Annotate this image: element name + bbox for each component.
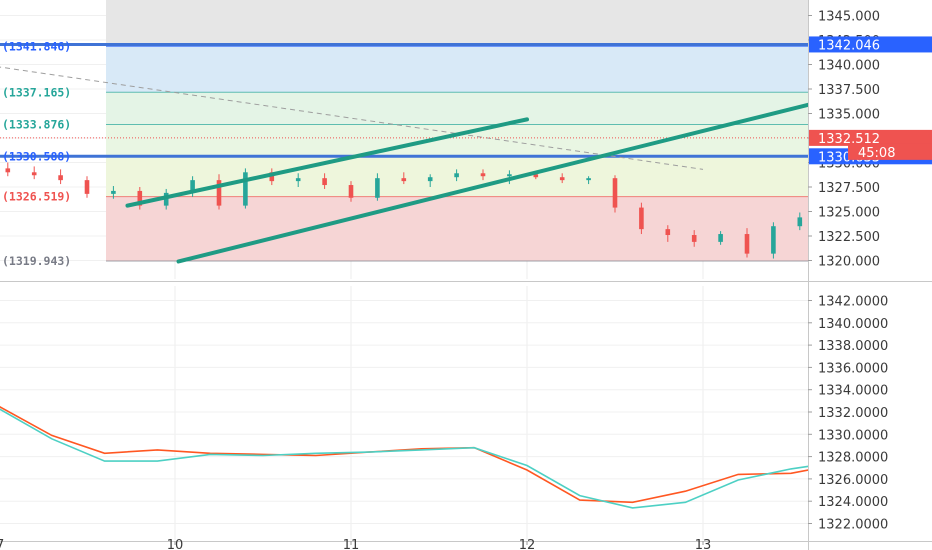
candle-body[interactable] [586,178,591,181]
candle-body[interactable] [322,178,327,186]
y-tick-label: 1322.500 [818,230,880,245]
candle-body[interactable] [771,226,776,254]
y-tick-label: 1325.000 [818,206,880,221]
candle-body[interactable] [665,229,671,236]
y-tick-label: 1342.0000 [818,295,888,310]
candle-body[interactable] [612,178,618,208]
x-tick-label: 10 [167,538,184,550]
candle-body[interactable] [533,174,539,178]
candle-body[interactable] [691,235,697,242]
x-tick-label: 12 [519,538,536,550]
candle-body[interactable] [454,173,459,178]
candle-body[interactable] [797,217,803,227]
oscillator-pane-background[interactable] [0,286,808,540]
y-tick-label: 1340.0000 [818,317,888,332]
countdown-label: 45:08 [858,146,895,161]
fib-level-label: (1333.876) [2,118,71,132]
x-tick-label: 7 [0,538,4,550]
fib-level-label: (1330.588) [2,150,71,164]
y-tick-label: 1336.0000 [818,361,888,376]
trendline[interactable] [125,117,529,208]
candle-body[interactable] [5,168,11,173]
y-tick-label: 1320.000 [818,255,880,270]
candle-body[interactable] [348,185,354,198]
price-axis-panel[interactable] [808,0,932,550]
fib-zone [106,124,808,157]
candle-body[interactable] [31,172,37,176]
y-tick-label: 1326.0000 [818,473,888,488]
oscillator-line [0,408,932,509]
y-tick-label: 1345.000 [818,10,880,25]
countdown-tag [848,143,932,160]
y-tick-label: 1332.0000 [818,406,888,421]
y-tick-label: 1324.0000 [818,495,888,510]
y-tick-label: 1328.0000 [818,451,888,466]
y-tick-label: 1330.0000 [818,428,888,443]
y-tick-label: 1340.000 [818,59,880,74]
y-tick-label: 1337.500 [818,83,880,98]
candle-body[interactable] [375,178,380,198]
price-tag-label: 1332.512 [818,132,880,147]
candle-body[interactable] [84,180,90,194]
fib-level-label: (1319.943) [2,254,71,268]
oscillator-line [0,406,932,504]
x-tick-label: 13 [695,538,712,550]
candle-body[interactable] [137,190,143,206]
price-tag-label: 1342.046 [818,38,880,53]
fib-level-label: (1341.846) [2,39,71,53]
fib-level-label: (1337.165) [2,85,71,99]
candle-body[interactable] [639,207,644,230]
candle-body[interactable] [480,173,486,177]
fib-zone [106,92,808,125]
y-tick-label: 1327.500 [818,181,880,196]
candle-body[interactable] [507,174,512,177]
candle-body[interactable] [295,178,301,182]
candle-body[interactable] [718,234,723,242]
x-tick-label: 11 [343,538,360,550]
y-tick-label: 1335.000 [818,108,880,123]
candle-body[interactable] [58,175,63,181]
price-tag[interactable] [809,36,932,53]
fib-zone [106,46,808,93]
price-tag[interactable] [809,129,932,146]
candle-body[interactable] [559,177,565,181]
candle-body[interactable] [190,180,195,193]
candle-body[interactable] [427,177,433,182]
y-tick-label: 1338.0000 [818,339,888,354]
candle-body[interactable] [216,180,222,206]
fib-level-label: (1326.519) [2,190,71,204]
y-tick-label: 1334.0000 [818,384,888,399]
candle-body[interactable] [111,190,116,194]
y-tick-label: 1322.0000 [818,518,888,533]
candle-body[interactable] [243,172,248,206]
candle-body[interactable] [401,178,407,182]
fib-zone [106,0,808,47]
candle-body[interactable] [744,234,750,254]
candle-body[interactable] [269,172,275,182]
